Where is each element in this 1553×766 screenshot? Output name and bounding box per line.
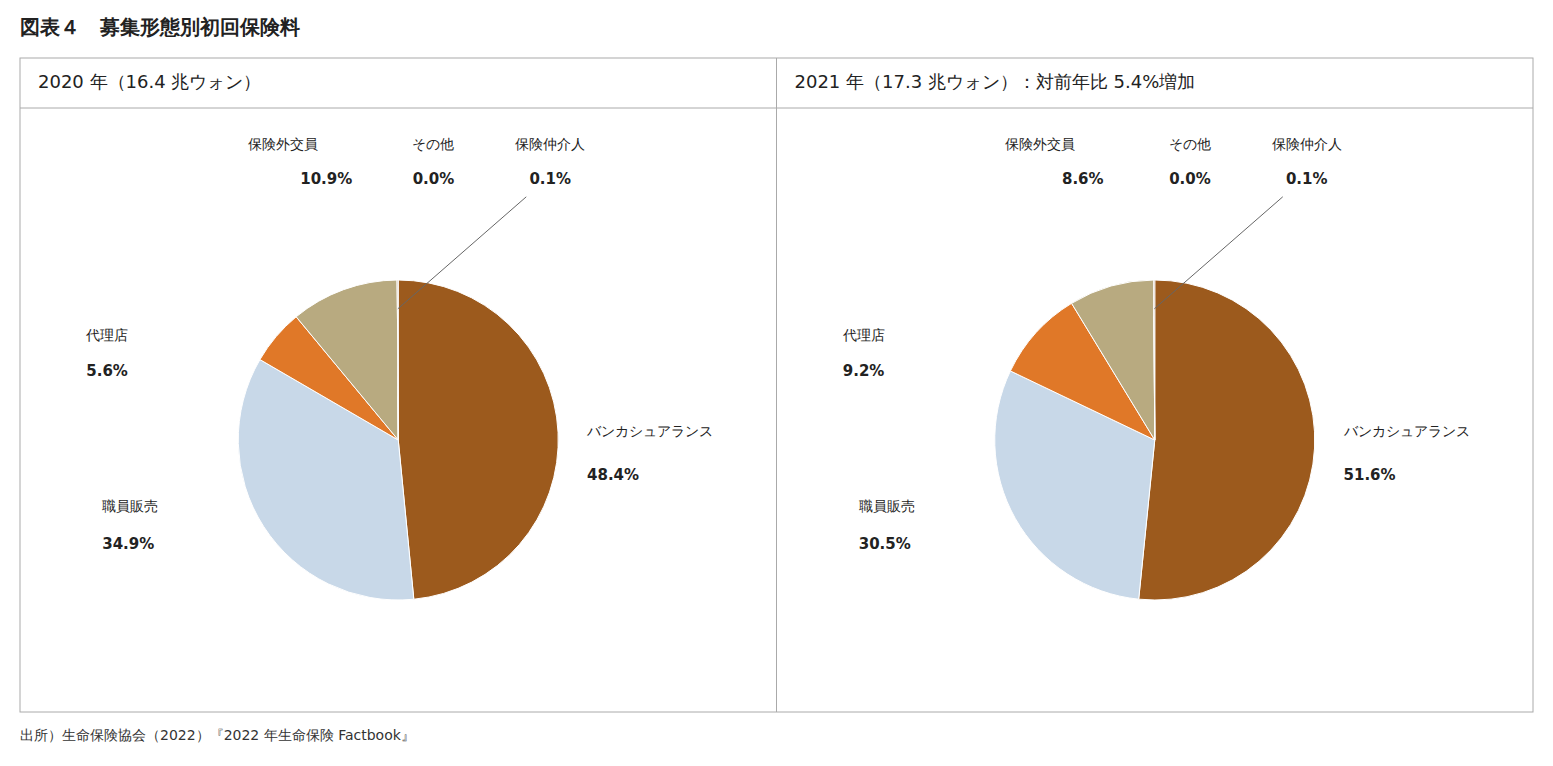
pie-slice — [1154, 280, 1155, 440]
slice-label: 保険仲介人 — [1272, 136, 1342, 152]
leader-line — [398, 197, 526, 309]
slice-label: 代理店 — [842, 327, 885, 343]
leader-line — [1154, 197, 1282, 309]
pie-slice — [1139, 280, 1315, 600]
data-label: 30.5% — [859, 535, 911, 553]
slice-label: 職員販売 — [859, 498, 915, 514]
pie — [238, 280, 558, 600]
pie-slice — [296, 280, 398, 440]
pie-slice — [397, 280, 398, 440]
slice-label: その他 — [1169, 136, 1211, 152]
data-label: 10.9% — [300, 170, 352, 188]
slice-label: バンカシュアランス — [586, 423, 713, 439]
pie-slice — [397, 280, 398, 440]
slice-label: 代理店 — [85, 327, 128, 343]
data-label: 5.6% — [86, 362, 128, 380]
slice-label: その他 — [412, 136, 454, 152]
pie-labels: バンカシュアランス 51.6% 職員販売 30.5% 代理店 9.2% 保険外交員 8.6% そ… — [842, 136, 1470, 553]
slice-label: 保険仲介人 — [515, 136, 585, 152]
pie-labels: バンカシュアランス 48.4% 職員販売 34.9% 代理店 5.6% 保険外交員 10.9%… — [85, 136, 713, 553]
data-label: 0.0% — [1169, 170, 1211, 188]
data-label: 48.4% — [587, 466, 639, 484]
pie-slice — [1072, 280, 1155, 440]
pie — [995, 280, 1315, 600]
data-label: 0.1% — [529, 170, 571, 188]
data-label: 34.9% — [102, 535, 154, 553]
footnote: 出所）生命保険協会（2022）『2022 年生命保険 Factbook』 — [20, 727, 415, 743]
pie-slice — [1154, 280, 1155, 440]
chart-canvas: 図表４ 募集形態別初回保険料 2020 年（16.4 兆ウォン） バンカシュアランス… — [0, 0, 1553, 766]
data-label: 0.0% — [413, 170, 455, 188]
slice-label: バンカシュアランス — [1343, 423, 1470, 439]
panel-frame — [20, 58, 1533, 712]
slice-label: 保険外交員 — [248, 136, 318, 152]
subtitle-separator — [777, 108, 1534, 109]
chart-subtitle: 2021 年（17.3 兆ウォン）：対前年比 5.4%増加 — [795, 71, 1196, 92]
chart-subtitle: 2020 年（16.4 兆ウォン） — [38, 71, 261, 92]
data-label: 9.2% — [843, 362, 885, 380]
panel-divider — [776, 58, 777, 712]
data-label: 51.6% — [1344, 466, 1396, 484]
slice-label: 保険外交員 — [1005, 136, 1075, 152]
slice-label: 職員販売 — [102, 498, 158, 514]
subtitle-separator — [20, 108, 777, 109]
data-label: 8.6% — [1062, 170, 1104, 188]
chart-title: 図表４ 募集形態別初回保険料 — [20, 15, 300, 39]
data-label: 0.1% — [1286, 170, 1328, 188]
pie-slice — [398, 280, 558, 599]
